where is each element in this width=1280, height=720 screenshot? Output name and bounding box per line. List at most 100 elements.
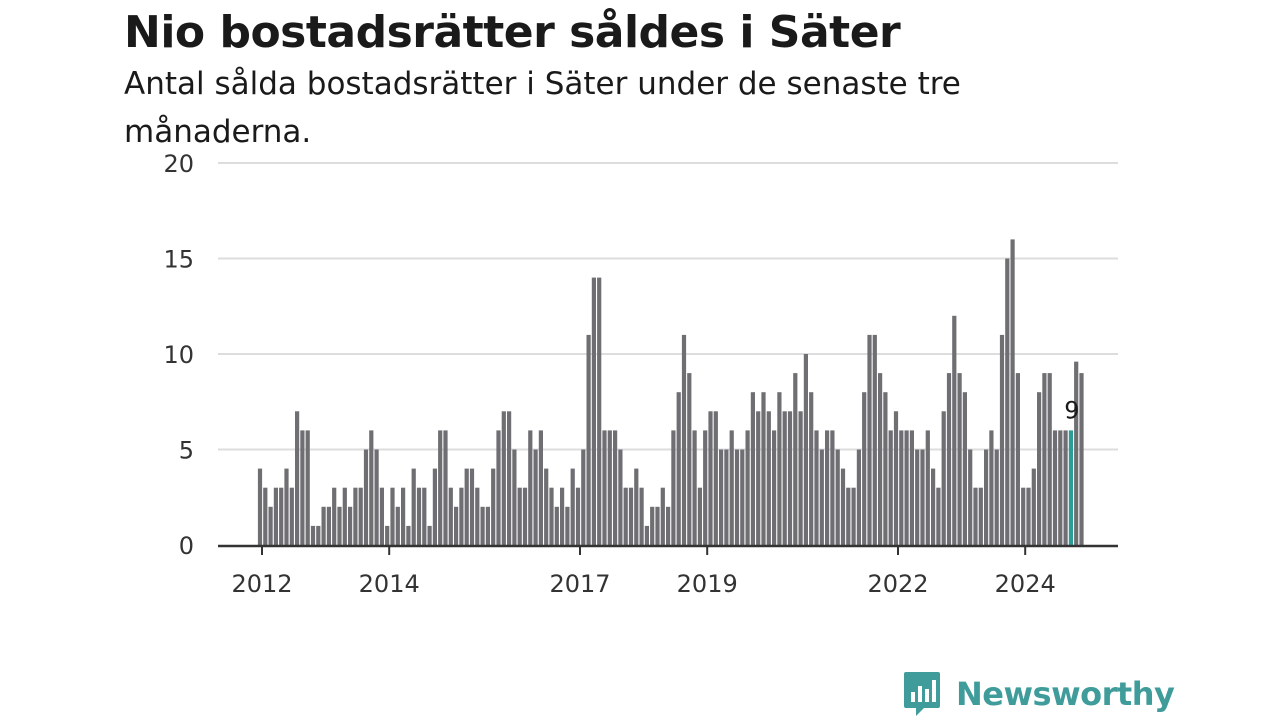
bar (560, 487, 565, 545)
bar (485, 506, 490, 545)
bar (321, 506, 326, 545)
bar (401, 487, 406, 545)
bar (533, 449, 538, 545)
bar (607, 430, 612, 545)
bar (353, 487, 358, 545)
bar (803, 354, 808, 545)
bar (1005, 258, 1010, 545)
bar (915, 449, 920, 545)
bar (549, 487, 554, 545)
bar (464, 468, 469, 545)
bar (644, 525, 649, 545)
bar (491, 468, 496, 545)
bar (772, 430, 777, 545)
bar (1037, 392, 1042, 545)
bar (517, 487, 522, 545)
bar (565, 506, 570, 545)
newsworthy-logo-icon (904, 672, 940, 716)
bar (639, 487, 644, 545)
bar (1058, 430, 1063, 545)
bar (745, 430, 750, 545)
bar (623, 487, 628, 545)
bars (257, 239, 1084, 545)
bar (395, 506, 400, 545)
bar (671, 430, 676, 545)
bar (507, 411, 512, 545)
bar (438, 430, 443, 545)
bar (411, 468, 416, 545)
bar (978, 487, 983, 545)
chart-title: Nio bostadsrätter såldes i Säter (124, 7, 901, 58)
data-labels: 9 (1064, 396, 1079, 424)
bar (681, 334, 687, 545)
bar (310, 525, 316, 545)
bar (348, 506, 353, 545)
bar (931, 468, 936, 545)
bar (825, 430, 830, 545)
bar (856, 449, 861, 545)
bar (740, 449, 745, 545)
bar (602, 430, 607, 545)
bar (289, 487, 294, 545)
bar (984, 449, 989, 545)
bar (761, 392, 766, 545)
bar (713, 411, 718, 545)
bar (432, 468, 437, 545)
bar (946, 373, 952, 545)
x-tick-label: 2019 (677, 570, 738, 598)
bar (586, 334, 591, 545)
bar (1042, 373, 1047, 545)
bar (390, 487, 395, 545)
x-axis: 2012 2014 2017 2019 2022 2024 (218, 544, 1118, 598)
bar (1074, 361, 1079, 545)
bar (729, 430, 734, 545)
chart-subtitle: Antal sålda bostadsrätter i Säter under … (124, 66, 961, 150)
bar (284, 468, 289, 545)
bar (528, 430, 533, 545)
bar (512, 449, 517, 545)
bar-chart: 0 5 10 15 20 2012 2014 2017 2019 2022 2024 9 (163, 150, 1118, 598)
bar (809, 392, 814, 545)
bar (374, 449, 379, 545)
bar (1047, 373, 1052, 545)
brand-name: Newsworthy (956, 675, 1175, 713)
x-tick-label: 2022 (867, 570, 928, 598)
bar (819, 449, 824, 545)
bar (581, 449, 586, 545)
bar (385, 525, 390, 545)
bar (676, 392, 681, 545)
bar (406, 525, 411, 545)
bar (994, 449, 999, 545)
bar (263, 487, 268, 545)
y-tick-label: 5 (179, 437, 194, 465)
bar (273, 487, 278, 545)
bar (257, 468, 263, 545)
bar (332, 487, 337, 545)
bar (851, 487, 856, 545)
bar (793, 373, 798, 545)
bar (1079, 373, 1084, 545)
bar (904, 430, 909, 545)
bar (941, 411, 946, 545)
bar (782, 411, 787, 545)
bar (337, 506, 342, 545)
bar (835, 449, 840, 545)
bar (538, 430, 543, 545)
bar (814, 430, 819, 545)
bar (570, 468, 575, 545)
bar (628, 487, 634, 545)
bar (597, 277, 602, 545)
bar (962, 392, 967, 545)
bar (787, 411, 793, 545)
highlight-data-label: 9 (1064, 396, 1079, 424)
bar (888, 430, 893, 545)
bar (1052, 430, 1058, 545)
bar (766, 411, 771, 545)
bar (925, 430, 930, 545)
bar (830, 430, 835, 545)
bar (936, 487, 941, 545)
bar (1015, 373, 1020, 545)
bar (300, 430, 305, 545)
bar (326, 506, 331, 545)
bar (920, 449, 925, 545)
